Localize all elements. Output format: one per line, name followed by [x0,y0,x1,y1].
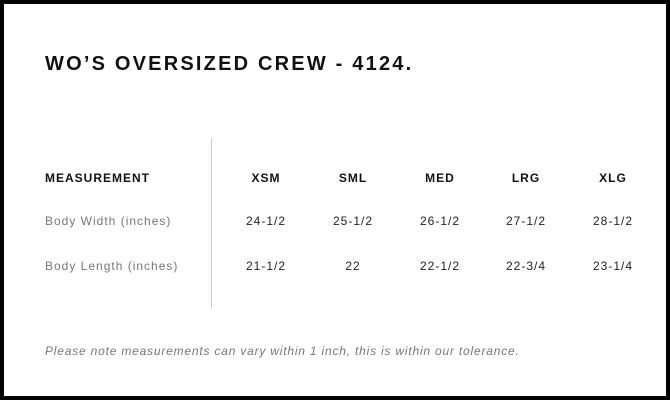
header-lrg: LRG [511,171,541,185]
table-cell: 28-1/2 [592,214,634,228]
table-cell: 25-1/2 [332,214,374,228]
table-cell: 27-1/2 [505,214,547,228]
header-measurement: MEASUREMENT [45,171,151,185]
table-cell: 23-1/4 [592,259,634,273]
table-cell: 24-1/2 [245,214,287,228]
tolerance-note: Please note measurements can vary within… [45,344,520,358]
table-cell: 22-1/2 [419,259,461,273]
header-sml: SML [338,171,368,185]
table-cell: 26-1/2 [419,214,461,228]
row-label-body-width: Body Width (inches) [45,214,172,228]
row-label-body-length: Body Length (inches) [45,259,179,273]
table-cell: 22 [345,259,361,273]
header-xsm: XSM [251,171,281,185]
size-chart-card: WO’S OVERSIZED CREW - 4124. MEASUREMENT … [4,4,666,396]
header-med: MED [425,171,455,185]
table-cell: 22-3/4 [505,259,547,273]
header-xlg: XLG [599,171,627,185]
table-cell: 21-1/2 [245,259,287,273]
column-divider [211,138,212,308]
page-title: WO’S OVERSIZED CREW - 4124. [45,53,414,75]
